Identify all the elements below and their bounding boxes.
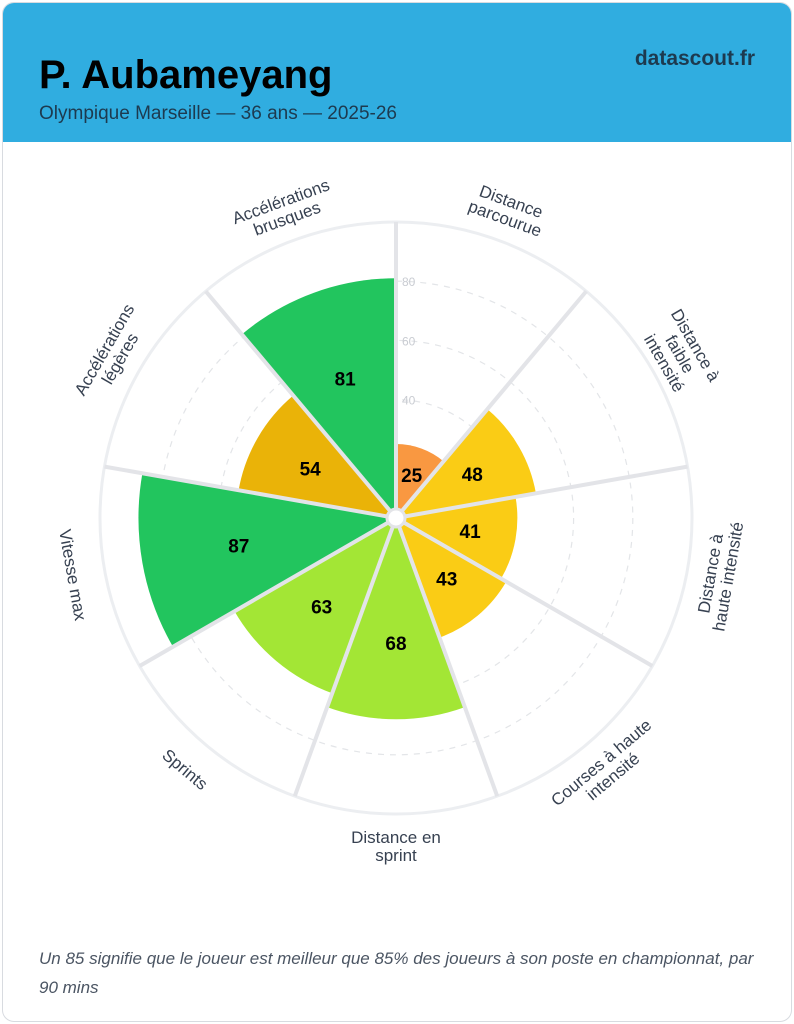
category-label: Vitesse max [55,528,90,623]
wedge-7 [238,395,396,518]
value-label: 68 [385,634,406,655]
value-label: 81 [335,369,357,390]
category-label-line: Sprints [158,745,211,794]
value-label: 25 [401,466,423,487]
category-label-line: Vitesse max [55,528,90,623]
grid-circle-80 [158,280,634,756]
brand-link[interactable]: datascout.fr [634,47,755,70]
category-label: Courses à hauteintensité [547,715,666,824]
player-name: P. Aubameyang [39,53,333,97]
separator-line [138,516,397,668]
radial-tick-label: 80 [402,275,416,289]
wedge-5 [234,518,396,694]
wedge-4 [327,518,465,720]
value-label: 87 [228,537,249,558]
wedge-0 [396,444,444,518]
category-label: Accélérationsbrusques [230,175,339,245]
wedge-3 [396,518,507,638]
category-label-line: sprint [375,846,417,865]
category-label: Accélérationslégères [71,301,154,408]
wedge-1 [396,409,536,518]
separator-line [394,516,654,668]
center-hole [385,507,407,529]
header: P. Aubameyang Olympique Marseille — 36 a… [3,3,791,142]
separator-line [394,289,588,520]
wedge-2 [396,496,518,579]
separator-line [204,289,398,520]
category-label: Sprints [158,745,211,794]
value-label: 43 [436,569,457,590]
category-label: Distance àfaibleintensité [636,306,724,404]
category-label: Distance en sprint [351,828,441,865]
footer-note: Un 85 signifie que le joueur est meilleu… [39,949,754,997]
player-subtitle: Olympique Marseille — 36 ans — 2025-26 [39,103,398,124]
radial-tick-label: 60 [402,334,416,348]
wedge-6 [138,473,396,647]
radial-tick-label: 40 [402,394,416,408]
category-label-line: Distance en [351,828,441,847]
value-label: 54 [300,459,322,480]
separator-line [292,517,398,797]
value-label: 41 [460,522,482,543]
separator-line [104,464,397,520]
value-label: 63 [311,598,332,619]
value-label: 48 [462,465,483,486]
category-label: Distanceparcourue [466,180,551,241]
separator-line [394,517,500,797]
separator-line [395,464,688,520]
wedge-8 [241,278,396,518]
category-label: Distance àhaute intensité [692,517,748,632]
